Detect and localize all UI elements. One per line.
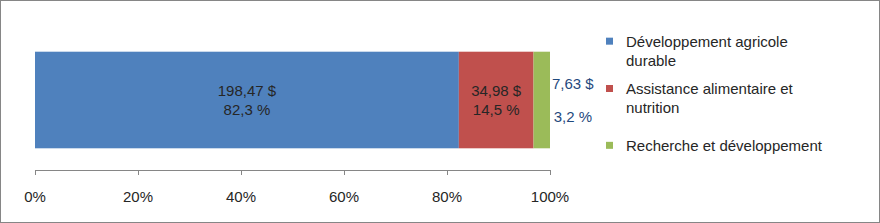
tick-mark — [550, 170, 551, 175]
data-label: 7,63 $ — [552, 75, 594, 92]
bar-segment — [534, 52, 550, 149]
data-label: 3,2 % — [554, 108, 592, 125]
tick-label: 80% — [432, 188, 462, 205]
tick-mark — [241, 170, 242, 175]
legend-line: Assistance alimentaire et — [626, 80, 794, 97]
tick-mark — [447, 170, 448, 175]
data-labels: 198,47 $ 82,3 % 34,98 $ 14,5 % 7,63 $ 3,2 % — [218, 75, 595, 125]
data-label: 14,5 % — [473, 101, 520, 118]
legend-label: Recherche et développement — [626, 137, 823, 154]
tick-label: 40% — [226, 188, 256, 205]
tick-mark — [138, 170, 139, 175]
chart: 0%20%40%60%80%100%198,47 $82,3 %34,98 $1… — [0, 0, 880, 223]
tick-label: 60% — [329, 188, 359, 205]
data-label: 34,98 $ — [471, 82, 522, 99]
legend-swatch — [606, 85, 613, 92]
legend: Développement agricole durable Assistance … — [606, 33, 823, 154]
bars — [35, 52, 550, 149]
legend-line: durable — [626, 52, 676, 69]
legend-line: nutrition — [626, 99, 679, 116]
legend-swatch — [606, 142, 613, 149]
bar-segment — [35, 52, 459, 149]
x-axis: 0% 20% 40% 60% 80% 100% — [24, 170, 569, 205]
tick-mark — [344, 170, 345, 175]
legend-label: Assistance alimentaire et nutrition — [626, 80, 794, 116]
legend-line: Développement agricole — [626, 33, 788, 50]
tick-label: 0% — [24, 188, 46, 205]
legend-line: Recherche et développement — [626, 137, 823, 154]
legend-swatch — [606, 38, 613, 45]
bar-segment — [459, 52, 534, 149]
axis-line — [35, 170, 550, 171]
tick-mark — [35, 170, 36, 175]
tick-label: 20% — [123, 188, 153, 205]
legend-label: Développement agricole durable — [626, 33, 788, 69]
frame — [1, 1, 880, 223]
data-label: 198,47 $ — [218, 82, 277, 99]
data-label: 82,3 % — [224, 101, 271, 118]
tick-label: 100% — [531, 188, 569, 205]
